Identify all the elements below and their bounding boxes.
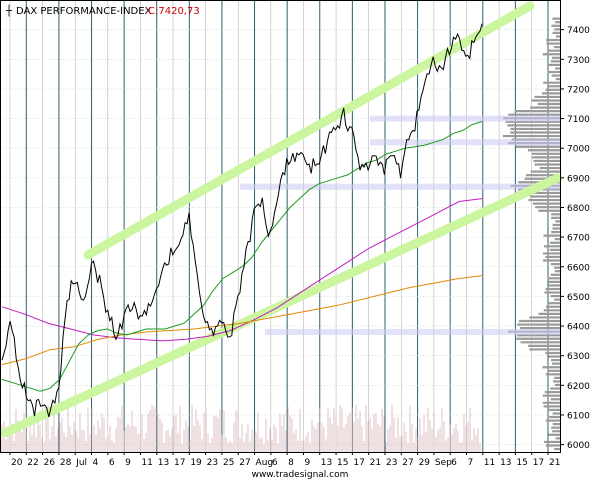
moving-avg-slow-line — [1, 275, 483, 366]
x-tick-label: 6 — [451, 458, 457, 468]
x-tick-label: 11 — [141, 458, 152, 468]
x-tick-label: 27 — [402, 458, 413, 468]
volume-bars — [1, 404, 481, 452]
y-tick-label: 7100 — [567, 115, 590, 125]
title-marker: ┼ — [5, 4, 13, 17]
y-tick-label: 6000 — [567, 441, 590, 451]
x-tick-label: 11 — [484, 458, 495, 468]
x-tick-label: Jul — [75, 458, 87, 468]
x-tick-label: 29 — [419, 458, 431, 468]
price-line — [1, 23, 483, 418]
x-tick-label: 9 — [125, 458, 131, 468]
moving-avg-fast-line — [1, 121, 483, 392]
x-tick-label: 13 — [321, 458, 332, 468]
y-tick-label: 6700 — [567, 234, 590, 244]
y-tick-label: 6300 — [567, 352, 590, 362]
plot-background — [0, 0, 560, 452]
x-tick-label: Sep — [435, 458, 452, 468]
level-band — [240, 183, 560, 190]
level-band — [265, 328, 560, 335]
x-tick-label: 26 — [44, 458, 56, 468]
y-tick-label: 6900 — [567, 174, 590, 184]
x-tick-label: 21 — [370, 458, 381, 468]
x-tick-label: 25 — [223, 458, 234, 468]
x-tick-label: 23 — [386, 458, 397, 468]
x-tick-label: 21 — [549, 458, 560, 468]
y-tick-label: 6800 — [567, 204, 590, 214]
y-tick-label: 6200 — [567, 382, 590, 392]
channel-upper — [83, 1, 535, 260]
x-tick-label: 17 — [174, 458, 185, 468]
y-tick-label: 6400 — [567, 323, 590, 333]
plot-frame — [0, 0, 561, 453]
x-tick-label: 15 — [516, 458, 527, 468]
watermark: www.tradesignal.com — [252, 470, 349, 480]
y-tick-label: 6600 — [567, 263, 590, 273]
y-tick-label: 7300 — [567, 56, 590, 66]
vertical-gridlines — [9, 0, 549, 452]
y-tick-label: 7200 — [567, 85, 590, 95]
y-tick-label: 7400 — [567, 26, 590, 36]
x-tick-label: Aug — [256, 458, 274, 468]
x-tick-label: 27 — [239, 458, 250, 468]
y-tick-label: 7000 — [567, 145, 590, 155]
level-band — [370, 115, 560, 122]
level-band — [370, 139, 560, 146]
x-tick-label: 13 — [500, 458, 511, 468]
x-tick-label: 4 — [93, 458, 99, 468]
x-tick-label: 8 — [288, 458, 294, 468]
x-tick-label: 13 — [158, 458, 169, 468]
title-text: DAX PERFORMANCE-INDEX — [16, 6, 152, 17]
x-tick-label: 20 — [11, 458, 23, 468]
x-tick-label: 9 — [304, 458, 310, 468]
moving-avg-mid-line — [1, 198, 483, 342]
y-tick-label: 6500 — [567, 293, 590, 303]
x-tick-label: 17 — [533, 458, 544, 468]
x-tick-label: 17 — [353, 458, 364, 468]
x-tick-label: 15 — [337, 458, 348, 468]
x-tick-label: 23 — [207, 458, 218, 468]
x-tick-label: 22 — [27, 458, 38, 468]
volume-profile — [240, 17, 560, 451]
y-axis: 6000 6100 6200 6300 6400 6500 6600 6700 6800 6900… — [560, 26, 590, 451]
x-tick-label: 6 — [109, 458, 115, 468]
chart-title: ┼ DAX PERFORMANCE-INDEX C:7420,73 — [5, 4, 200, 17]
series-lines — [1, 23, 483, 418]
last-close-label: C:7420,73 — [148, 6, 200, 17]
x-tick-label: 19 — [190, 458, 202, 468]
y-tick-label: 6100 — [567, 411, 590, 421]
x-tick-label: 28 — [60, 458, 72, 468]
x-tick-label: 7 — [467, 458, 473, 468]
x-tick-label: 6 — [272, 458, 278, 468]
